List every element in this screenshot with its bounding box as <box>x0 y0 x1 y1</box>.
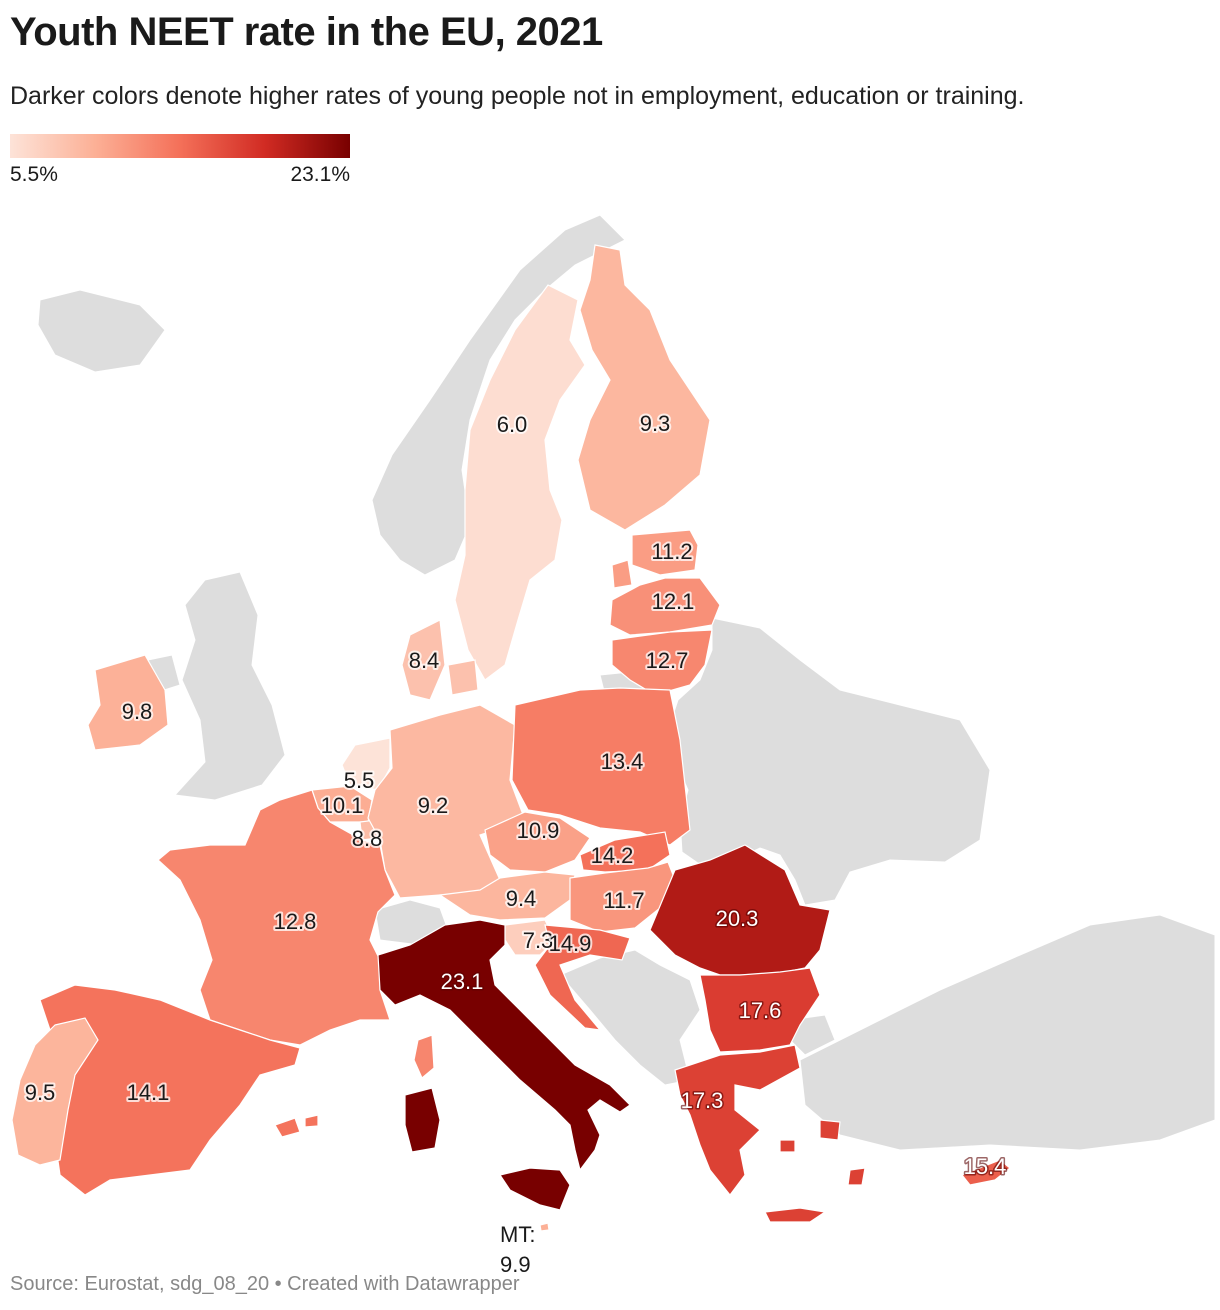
country-bulgaria <box>699 967 821 1053</box>
country-latvia <box>609 577 721 636</box>
malta-note-value: 9.9 <box>500 1252 531 1277</box>
value-label-portugal: 9.5 <box>25 1080 56 1105</box>
value-label-sweden: 6.0 <box>497 412 528 437</box>
country-value-labels: 6.0 9.3 11.2 12.1 12.7 8.4 9.8 5.510.1 8.8 9.2 13.… <box>23 409 1008 1181</box>
country-spain-balearics <box>274 1114 319 1138</box>
country-greece-crete <box>764 1207 827 1223</box>
color-legend: 5.5% 23.1% <box>10 134 350 187</box>
country-malta <box>539 1222 550 1232</box>
country-ireland <box>87 654 169 751</box>
value-label-croatia: 14.9 <box>549 931 592 956</box>
chart-subtitle: Darker colors denote higher rates of you… <box>10 82 1025 110</box>
europe-choropleth-map: 6.0 9.3 11.2 12.1 12.7 8.4 9.8 5.510.1 8.8 9.2 13.… <box>11 214 1216 1232</box>
country-lithuania <box>611 629 713 696</box>
country-estonia-island <box>611 559 633 589</box>
country-greece-islands <box>779 1119 866 1186</box>
chart-title: Youth NEET rate in the EU, 2021 <box>10 10 603 54</box>
country-sweden <box>454 284 586 681</box>
source-note: Source: Eurostat, sdg_08_20 • Created wi… <box>10 1273 520 1295</box>
value-label-czechia: 10.9 <box>517 818 560 843</box>
value-label-cyprus: 15.4 <box>964 1154 1007 1179</box>
country-portugal <box>11 1017 99 1166</box>
country-finland <box>577 244 711 531</box>
value-label-finland: 9.3 <box>640 411 671 436</box>
value-label-hungary: 11.7 <box>603 888 644 913</box>
country-italy-sardinia <box>404 1087 441 1153</box>
region-iceland <box>37 289 166 373</box>
country-estonia <box>631 529 699 576</box>
region-western-balkans <box>559 949 701 1086</box>
country-italy <box>377 919 631 1172</box>
country-france <box>157 789 396 1046</box>
region-great-britain <box>173 571 286 801</box>
value-label-netherlands: 5.5 <box>344 768 375 793</box>
country-poland <box>511 687 691 846</box>
country-cyprus <box>961 1159 1011 1186</box>
value-label-italy: 23.1 <box>441 969 484 994</box>
country-france-corsica <box>413 1034 435 1079</box>
value-label-denmark: 8.4 <box>409 648 440 673</box>
value-label-luxembourg: 8.8 <box>352 826 383 851</box>
value-label-belgium: 10.1 <box>321 793 364 818</box>
malta-note: MT: 9.9 <box>500 1220 535 1280</box>
country-italy-sicily <box>499 1167 571 1211</box>
country-croatia <box>534 924 631 1031</box>
country-greece <box>674 1044 801 1196</box>
country-slovakia <box>579 831 671 873</box>
value-label-poland: 13.4 <box>601 749 644 774</box>
value-label-france: 12.8 <box>274 909 317 934</box>
region-turkey <box>799 914 1216 1151</box>
country-denmark <box>401 619 446 701</box>
legend-min-label: 5.5% <box>10 163 58 186</box>
value-label-germany: 9.2 <box>418 793 449 818</box>
value-label-lithuania: 12.7 <box>646 648 689 673</box>
country-denmark-islands <box>447 659 479 696</box>
value-label-ireland: 9.8 <box>122 699 153 724</box>
value-label-bulgaria: 17.6 <box>739 998 782 1023</box>
legend-max-label: 23.1% <box>290 163 350 186</box>
value-label-slovakia: 14.2 <box>591 843 634 868</box>
country-czechia <box>484 811 591 873</box>
value-label-romania: 20.3 <box>716 906 759 931</box>
value-label-austria: 9.4 <box>506 886 537 911</box>
eu-countries <box>11 244 1011 1232</box>
legend-gradient-bar <box>10 134 350 158</box>
value-label-estonia: 11.2 <box>651 539 692 564</box>
value-label-latvia: 12.1 <box>652 589 695 614</box>
value-label-greece: 17.3 <box>681 1088 724 1113</box>
country-romania <box>649 844 831 976</box>
value-label-slovenia: 7.3 <box>523 928 554 953</box>
malta-note-prefix: MT: <box>500 1222 536 1247</box>
value-label-spain: 14.1 <box>127 1080 170 1105</box>
